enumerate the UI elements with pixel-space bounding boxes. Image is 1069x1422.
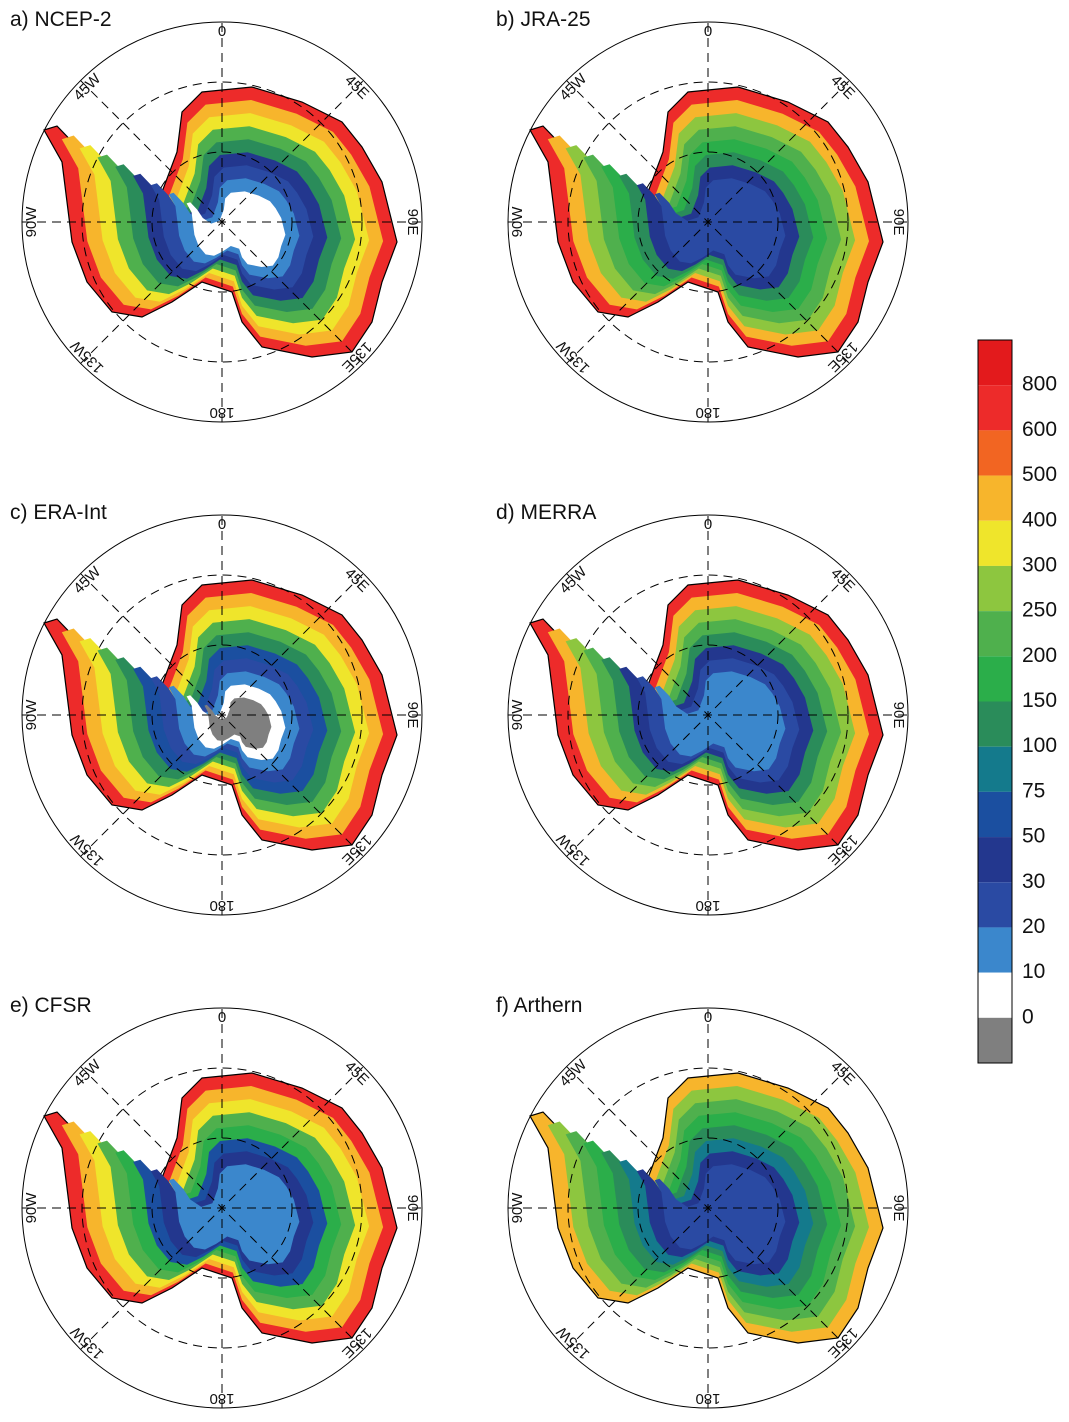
colorbar-swatch — [978, 430, 1012, 475]
figure: a) NCEP-2045E90E135E180135W90W45Wb) JRA-… — [0, 0, 1069, 1417]
longitude-label: 90W — [509, 699, 526, 731]
longitude-label: 45W — [70, 563, 104, 597]
colorbar-swatch — [978, 837, 1012, 882]
colorbar-label: 100 — [1022, 734, 1057, 757]
colorbar-label: 200 — [1022, 644, 1057, 667]
longitude-label: 45W — [556, 70, 590, 104]
longitude-label: 0 — [704, 23, 712, 40]
longitude-label: 180 — [695, 897, 720, 914]
colorbar-swatch — [978, 656, 1012, 701]
longitude-label: 180 — [695, 404, 720, 421]
longitude-label: 135W — [553, 829, 593, 869]
panel-title: f) Arthern — [496, 994, 582, 1017]
colorbar-label: 150 — [1022, 689, 1057, 712]
colorbar-swatch — [978, 702, 1012, 747]
longitude-label: 90W — [509, 206, 526, 238]
longitude-label: 0 — [218, 1009, 226, 1026]
colorbar-label: 400 — [1022, 508, 1057, 531]
colorbar-swatch — [978, 792, 1012, 837]
longitude-label: 135W — [67, 336, 107, 376]
longitude-label: 90W — [23, 206, 40, 238]
colorbar-swatch — [978, 611, 1012, 656]
longitude-label: 45W — [556, 563, 590, 597]
longitude-label: 0 — [704, 1009, 712, 1026]
colorbar-swatch — [978, 927, 1012, 972]
panel-title: b) JRA-25 — [496, 8, 591, 31]
longitude-label: 45W — [70, 1056, 104, 1090]
longitude-label: 90E — [890, 209, 907, 236]
longitude-label: 135W — [553, 336, 593, 376]
colorbar-label: 500 — [1022, 463, 1057, 486]
colorbar-label: 20 — [1022, 915, 1045, 938]
longitude-label: 90E — [890, 1195, 907, 1222]
colorbar-swatch — [978, 385, 1012, 430]
longitude-label: 0 — [218, 23, 226, 40]
longitude-label: 180 — [695, 1390, 720, 1407]
longitude-label: 0 — [218, 516, 226, 533]
longitude-label: 0 — [704, 516, 712, 533]
panel-title: c) ERA-Int — [10, 501, 107, 524]
longitude-label: 90W — [23, 1192, 40, 1224]
panel-title: d) MERRA — [496, 501, 596, 524]
colorbar-swatch — [978, 566, 1012, 611]
panel-title: a) NCEP-2 — [10, 8, 112, 31]
longitude-label: 90W — [509, 1192, 526, 1224]
colorbar-swatch — [978, 747, 1012, 792]
longitude-label: 90W — [23, 699, 40, 731]
longitude-label: 180 — [209, 404, 234, 421]
colorbar-label: 75 — [1022, 779, 1045, 802]
colorbar-label: 10 — [1022, 960, 1045, 983]
longitude-label: 180 — [209, 897, 234, 914]
longitude-label: 90E — [890, 702, 907, 729]
colorbar-label: 30 — [1022, 870, 1045, 893]
colorbar-label: 800 — [1022, 373, 1057, 396]
longitude-label: 90E — [404, 209, 421, 236]
panel-title: e) CFSR — [10, 994, 92, 1017]
longitude-label: 45W — [70, 70, 104, 104]
colorbar-label: 50 — [1022, 825, 1045, 848]
colorbar-swatch — [978, 1018, 1012, 1063]
colorbar-swatch — [978, 882, 1012, 927]
colorbar-swatch — [978, 476, 1012, 521]
longitude-label: 135W — [67, 829, 107, 869]
colorbar-swatch — [978, 521, 1012, 566]
colorbar-swatch — [978, 340, 1012, 385]
colorbar-swatch — [978, 973, 1012, 1018]
longitude-label: 135W — [67, 1322, 107, 1362]
colorbar-label: 250 — [1022, 599, 1057, 622]
longitude-label: 45W — [556, 1056, 590, 1090]
longitude-label: 180 — [209, 1390, 234, 1407]
longitude-label: 135W — [553, 1322, 593, 1362]
colorbar-label: 300 — [1022, 553, 1057, 576]
longitude-label: 90E — [404, 1195, 421, 1222]
colorbar-label: 600 — [1022, 418, 1057, 441]
colorbar-label: 0 — [1022, 1005, 1034, 1028]
longitude-label: 90E — [404, 702, 421, 729]
